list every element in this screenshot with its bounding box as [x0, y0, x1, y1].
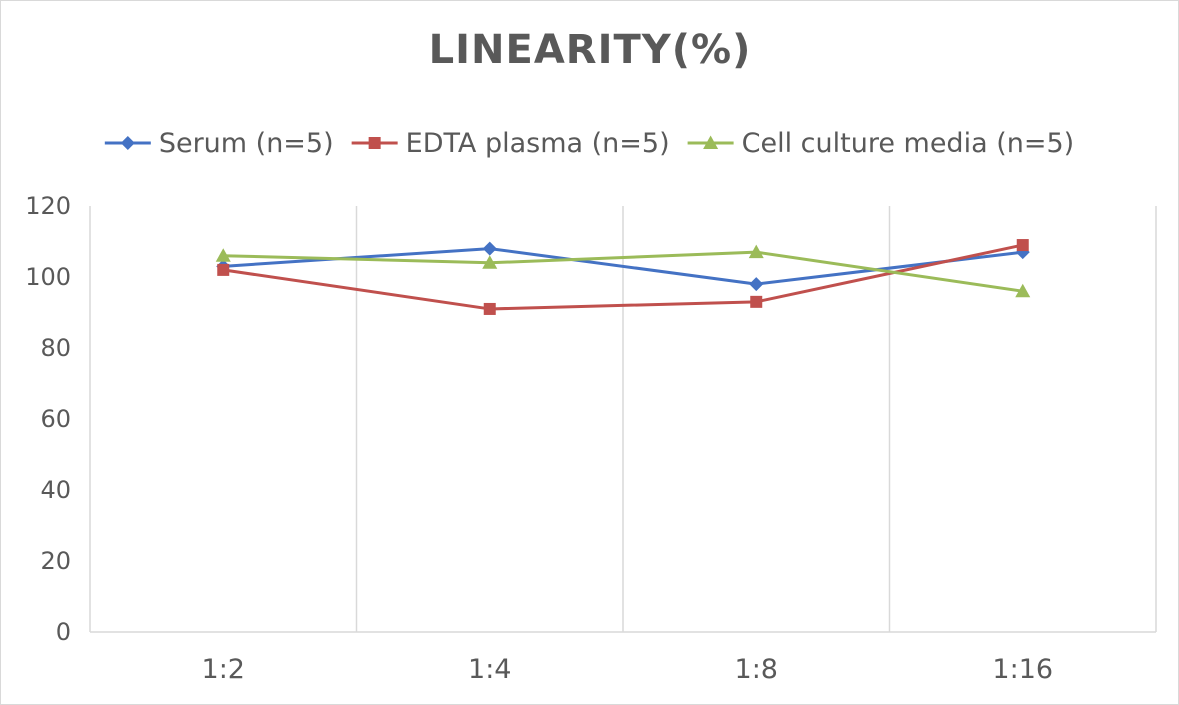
y-tick-label: 40: [40, 476, 71, 504]
data-point: [748, 244, 764, 259]
legend-label: Serum (n=5): [159, 128, 334, 159]
legend-label: Cell culture media (n=5): [742, 128, 1075, 159]
data-point: [1015, 283, 1031, 298]
gridlines: [89, 206, 1157, 632]
x-tick-label: 1:2: [202, 654, 245, 685]
y-tick-label: 0: [56, 618, 71, 646]
legend-marker: [120, 136, 135, 150]
y-tick-label: 60: [40, 405, 71, 433]
legend-item: Serum (n=5): [104, 128, 334, 159]
axes: 0 20 40 60 80 100 120 1:2 1:4 1:8 1:16: [25, 192, 1156, 685]
data-point: [215, 248, 231, 262]
legend-label: EDTA plasma (n=5): [406, 128, 670, 159]
legend-item: EDTA plasma (n=5): [351, 128, 670, 159]
x-tick-label: 1:8: [735, 654, 778, 685]
x-tick-label: 1:16: [992, 654, 1053, 685]
data-point: [1016, 239, 1029, 252]
data-point: [483, 302, 496, 315]
y-tick-label: 80: [40, 334, 71, 362]
series-layer: [215, 239, 1031, 315]
data-point: [482, 241, 497, 256]
data-point: [482, 255, 498, 269]
y-tick-label: 100: [25, 263, 71, 291]
series-line: [221, 247, 1025, 286]
y-tick-label: 20: [40, 547, 71, 575]
legend: Serum (n=5) EDTA plasma (n=5) Cell culture…: [104, 128, 1075, 159]
legend-item: Cell culture media (n=5): [687, 128, 1075, 159]
legend-marker: [703, 135, 719, 149]
y-tick-label: 120: [25, 192, 71, 220]
series-cell-culture-media-n-5: [215, 244, 1031, 298]
series-line: [221, 243, 1025, 311]
data-point: [750, 295, 763, 308]
data-point: [749, 277, 764, 292]
legend-marker: [368, 137, 381, 149]
series-line: [221, 250, 1025, 293]
series-edta-plasma-n-5: [217, 239, 1029, 315]
chart-title: LINEARITY(%): [429, 27, 752, 73]
x-tick-label: 1:4: [468, 654, 511, 685]
data-point: [217, 263, 230, 276]
